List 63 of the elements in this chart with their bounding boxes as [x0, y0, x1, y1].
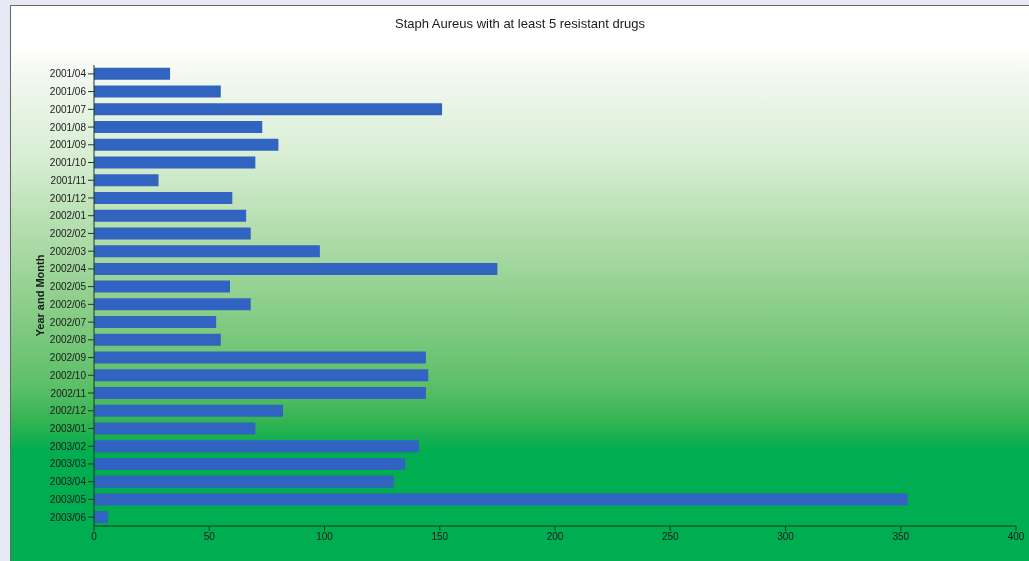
- bar: [94, 457, 406, 470]
- y-tick-label: 2002/05: [49, 281, 87, 293]
- bar: [94, 404, 284, 417]
- bar: [94, 209, 247, 222]
- bar: [94, 138, 279, 151]
- x-tick-label: 350: [892, 531, 910, 543]
- bar: [94, 316, 217, 329]
- y-tick-label: 2003/02: [49, 440, 87, 452]
- y-tick-label: 2003/04: [49, 476, 87, 488]
- bar: [94, 103, 443, 116]
- y-tick-label: 2002/08: [49, 334, 87, 346]
- bar: [94, 121, 263, 134]
- y-tick-label: 2002/12: [49, 405, 87, 417]
- y-tick-label: 2001/04: [49, 68, 87, 80]
- y-tick-label: 2002/07: [49, 316, 87, 328]
- bar: [94, 156, 256, 169]
- bar: [94, 280, 230, 293]
- bar: [94, 262, 498, 275]
- y-tick-label: 2002/11: [50, 387, 87, 399]
- bar: [94, 174, 159, 187]
- y-tick-label: 2003/01: [49, 423, 87, 435]
- y-tick-label: 2003/06: [49, 511, 87, 523]
- bar: [94, 422, 256, 435]
- x-tick-label: 300: [777, 531, 795, 543]
- y-axis-title: Year and Month: [33, 254, 46, 337]
- bar: [94, 67, 171, 80]
- y-tick-label: 2002/04: [49, 263, 87, 275]
- bar: [94, 333, 221, 346]
- bar: [94, 475, 394, 488]
- x-tick-label: 200: [546, 531, 564, 543]
- bar: [94, 245, 320, 258]
- bar: [94, 386, 426, 399]
- bar: [94, 227, 251, 240]
- y-tick-label: 2002/06: [49, 298, 87, 310]
- y-tick-label: 2002/10: [49, 369, 87, 381]
- y-tick-label: 2001/11: [50, 174, 87, 186]
- y-tick-label: 2002/03: [49, 245, 87, 257]
- bar: [94, 85, 221, 98]
- x-tick-label: 100: [316, 531, 334, 543]
- x-tick-label: 50: [203, 531, 216, 543]
- y-tick-label: 2003/03: [49, 458, 87, 470]
- bar: [94, 369, 429, 382]
- x-tick-label: 150: [431, 531, 449, 543]
- y-tick-label: 2001/07: [49, 103, 87, 115]
- y-tick-label: 2003/05: [49, 493, 87, 505]
- y-tick-label: 2001/08: [49, 121, 87, 133]
- x-tick-label: 400: [1007, 531, 1025, 543]
- y-tick-label: 2001/09: [49, 139, 87, 151]
- bar: [94, 511, 108, 524]
- y-tick-label: 2002/09: [49, 352, 87, 364]
- y-tick-label: 2001/12: [49, 192, 87, 204]
- y-tick-label: 2001/10: [49, 157, 87, 169]
- x-tick-label: 0: [91, 531, 98, 543]
- x-tick-label: 250: [661, 531, 680, 543]
- bar: [94, 493, 908, 506]
- y-tick-label: 2001/06: [49, 86, 87, 98]
- y-tick-label: 2002/01: [49, 210, 87, 222]
- bar: [94, 298, 251, 311]
- bar: [94, 191, 233, 204]
- chart-title: Staph Aureus with at least 5 resistant drugs: [394, 16, 646, 31]
- bar: [94, 440, 420, 453]
- y-tick-label: 2002/02: [49, 227, 87, 239]
- bar: [94, 351, 426, 364]
